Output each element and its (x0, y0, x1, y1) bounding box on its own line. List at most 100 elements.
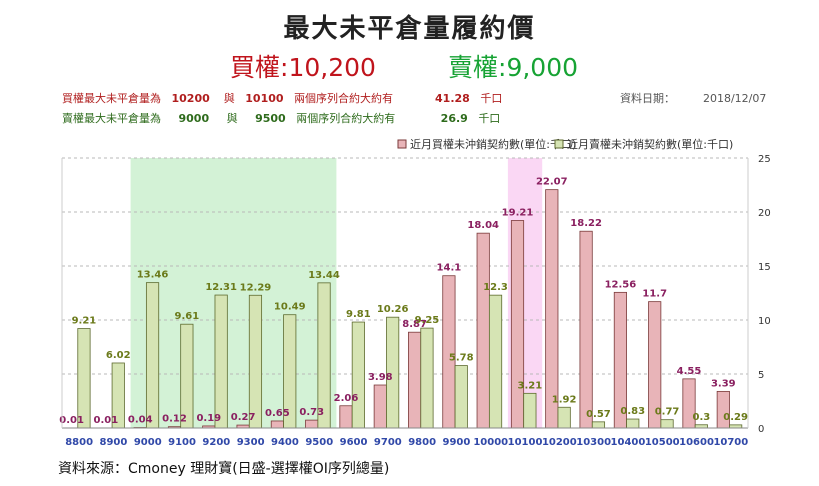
value-labels: 0.01 9.21 0.01 6.02 0.04 13.46 0.12 9.61 0.19 12.… (59, 177, 748, 426)
x-tick-label: 9300 (237, 437, 265, 448)
call-value-label: 19.21 (502, 208, 534, 219)
bars (65, 189, 743, 429)
x-tick-label: 9200 (202, 437, 230, 448)
call-value-label: 11.7 (642, 289, 667, 300)
y-tick-label: 25 (758, 154, 771, 165)
gridlines (62, 157, 748, 375)
call-bar (373, 384, 387, 429)
put-bar (660, 419, 674, 429)
call-value-label: 12.56 (605, 279, 637, 290)
chart-title: 最大未平倉量履約價 (283, 14, 536, 44)
put-bar (248, 294, 263, 429)
max-call-strike: 買權:10,200 (230, 48, 376, 84)
max-put-strike: 賣權:9,000 (448, 48, 578, 84)
put-highlight-band (130, 158, 337, 428)
call-value-label: 18.22 (570, 218, 602, 229)
put-value-label: 0.77 (655, 407, 680, 418)
put-value-label: 10.26 (377, 304, 409, 315)
put-value-label: 12.31 (205, 282, 237, 293)
date-row: 資料日期： 2018/12/07 (620, 90, 766, 106)
y-tick-label: 20 (758, 208, 771, 219)
call-value-label: 0.65 (265, 408, 290, 419)
put-value-label: 12.29 (240, 282, 272, 293)
put-sum-label: 兩個序列合約大約有 (296, 112, 396, 125)
call-info-row: 買權最大未平倉量為 10200 與 10100 兩個序列合約大約有 41.28 … (62, 90, 502, 106)
call-value-label: 3.98 (368, 372, 393, 383)
call-value-label: 18.04 (467, 220, 499, 231)
put-sum-value: 26.9 (440, 112, 468, 125)
put-max-strike-1: 9000 (178, 112, 210, 125)
put-value-label: 1.92 (552, 394, 577, 405)
legend[interactable]: 近月買權未沖銷契約數(單位:千口) 近月賣權未沖銷契約數(單位:千口) (397, 137, 733, 151)
x-tick-label: 10000 (473, 437, 508, 448)
x-tick-label: 9400 (271, 437, 299, 448)
legend-call-label[interactable]: 近月買權未沖銷契約數(單位:千口) (410, 137, 576, 151)
unit-text: 千口 (480, 92, 503, 105)
axes: 0 5 10 15 20 25 8800 8900 9000 9100 9200 9300 9400 95… (61, 154, 771, 448)
put-value-label: 9.25 (415, 315, 440, 326)
y-tick-label: 15 (758, 262, 771, 273)
call-bar (339, 405, 353, 429)
put-bar (488, 294, 503, 429)
x-tick-label: 10400 (611, 437, 646, 448)
y-tick-label: 5 (758, 370, 764, 381)
legend-put-label[interactable]: 近月賣權未沖銷契約數(單位:千口) (567, 137, 733, 151)
x-tick-label: 9700 (374, 437, 402, 448)
put-value-label: 3.21 (518, 380, 543, 391)
call-bar (510, 220, 525, 429)
call-bar (305, 419, 319, 429)
put-value-label: 0.29 (723, 412, 748, 423)
y-tick-label: 0 (758, 424, 764, 435)
date-label: 資料日期： (620, 92, 675, 105)
with-text: 與 (223, 92, 235, 105)
call-value-label: 22.07 (536, 177, 568, 188)
x-tick-label: 9800 (408, 437, 436, 448)
x-tick-label: 10300 (576, 437, 611, 448)
call-value-label: 0.04 (128, 415, 153, 426)
call-value-label: 0.73 (299, 407, 324, 418)
call-sum-value: 41.28 (435, 92, 470, 105)
put-bar (180, 323, 194, 429)
put-bar (420, 327, 434, 429)
put-value-label: 0.83 (620, 406, 645, 417)
call-value-label: 2.06 (334, 393, 359, 404)
call-value-label: 0.01 (59, 415, 84, 426)
put-max-label: 賣權最大未平倉量為 (62, 112, 161, 125)
x-tick-label: 8800 (65, 437, 93, 448)
call-bar (579, 230, 593, 429)
call-value: :10,200 (280, 53, 376, 82)
put-label: 賣權 (448, 53, 499, 82)
put-value-label: 12.3 (483, 282, 508, 293)
x-tick-label: 9600 (340, 437, 368, 448)
call-max-strike-2: 10100 (245, 92, 284, 105)
call-bar (545, 189, 559, 429)
call-max-strike-1: 10200 (171, 92, 210, 105)
call-label: 買權 (230, 53, 281, 82)
x-tick-label: 9100 (168, 437, 196, 448)
x-tick-label: 10700 (713, 437, 748, 448)
call-value-label: 3.39 (711, 378, 736, 389)
put-value-label: 10.49 (274, 302, 306, 313)
highlight-bands (130, 158, 543, 428)
put-value-label: 0.57 (586, 409, 611, 420)
x-tick-label: 9000 (134, 437, 162, 448)
call-value-label: 8.87 (402, 319, 427, 330)
call-max-label: 買權最大未平倉量為 (62, 92, 161, 105)
x-tick-label: 10200 (542, 437, 577, 448)
x-tick-label: 9900 (443, 437, 471, 448)
put-bar (145, 282, 160, 429)
put-bar (626, 418, 640, 429)
x-tick-label: 10600 (679, 437, 714, 448)
call-value-label: 14.1 (437, 263, 462, 274)
call-bar (476, 232, 490, 429)
source-note: 資料來源：Cmoney 理財寶(日盛-選擇權OI序列總量) (58, 461, 390, 477)
put-value-label: 13.44 (308, 270, 340, 281)
with-text: 與 (226, 112, 238, 125)
x-tick-label: 10100 (508, 437, 543, 448)
x-tick-label: 10500 (645, 437, 680, 448)
put-info-row: 賣權最大未平倉量為 9000 與 9500 兩個序列合約大約有 26.9 千口 (62, 110, 500, 126)
legend-put-swatch (554, 139, 564, 149)
put-bar (454, 365, 468, 429)
call-value-label: 0.01 (94, 415, 119, 426)
x-tick-label: 8900 (100, 437, 128, 448)
